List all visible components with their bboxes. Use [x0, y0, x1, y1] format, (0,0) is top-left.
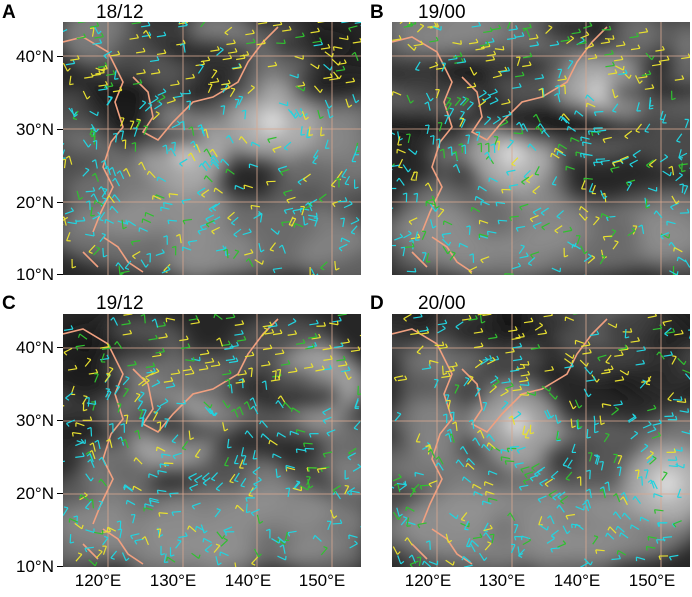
lat-label-40n-top: 40°N: [16, 47, 54, 66]
lat-label-30n-top: 30°N: [16, 120, 54, 139]
satellite-map-a: [63, 22, 361, 275]
lat-label-10n-bottom: 10°N: [16, 557, 54, 576]
panel-letter-d: D: [370, 293, 384, 314]
panel-time-c: 19/12: [96, 293, 144, 314]
satellite-map-d: [392, 314, 690, 567]
lon-label-140e-left: 140°E: [224, 571, 272, 590]
lon-label-120e-right: 120°E: [404, 571, 452, 590]
lon-label-150e-left: 150°E: [298, 571, 346, 590]
lon-label-120e-left: 120°E: [74, 571, 122, 590]
lat-label-20n-top: 20°N: [16, 193, 54, 212]
panel-letter-a: A: [2, 2, 16, 23]
panel-time-a: 18/12: [96, 2, 144, 23]
lon-label-130e-left: 130°E: [149, 571, 197, 590]
satellite-map-c: [63, 314, 361, 567]
panel-letter-c: C: [2, 293, 16, 314]
lat-label-40n-bottom: 40°N: [16, 338, 54, 357]
lon-label-150e-right: 150°E: [628, 571, 676, 590]
lon-label-130e-right: 130°E: [478, 571, 526, 590]
panel-time-d: 20/00: [418, 293, 466, 314]
panel-letter-b: B: [370, 2, 384, 23]
lat-label-20n-bottom: 20°N: [16, 484, 54, 503]
lat-label-30n-bottom: 30°N: [16, 411, 54, 430]
panel-time-b: 19/00: [418, 2, 466, 23]
lon-label-140e-right: 140°E: [553, 571, 601, 590]
satellite-map-b: [392, 22, 690, 275]
lat-label-10n-top: 10°N: [16, 265, 54, 284]
